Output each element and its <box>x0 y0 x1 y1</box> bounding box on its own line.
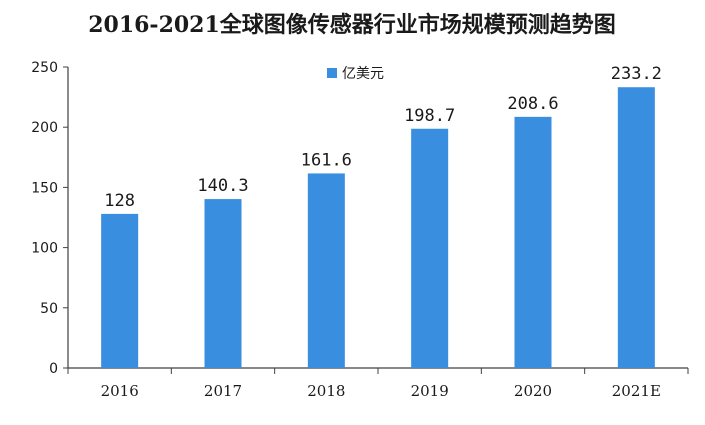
x-tick-label-2021E: 2021E <box>612 382 661 400</box>
x-axis-ticks: 2016 2017 2018 2019 2020 2021E <box>67 368 689 400</box>
bar-2016 <box>101 213 139 368</box>
data-label-2019: 198.7 <box>404 106 455 126</box>
y-tick-label: 150 <box>31 180 58 196</box>
bars <box>101 87 655 368</box>
bar-2018 <box>307 173 345 368</box>
data-label-2016: 128 <box>104 191 135 211</box>
y-tick-label: 100 <box>31 241 58 257</box>
legend: 亿美元 <box>327 66 384 82</box>
x-tick-label-2019: 2019 <box>411 382 449 400</box>
data-label-2020: 208.6 <box>507 94 558 114</box>
chart-title: 2016-2021全球图像传感器行业市场规模预测趋势图 <box>88 12 616 38</box>
y-tick-label: 50 <box>40 301 58 317</box>
y-axis-ticks: 0 50 100 150 200 250 <box>31 60 68 377</box>
y-tick-label: 200 <box>31 120 58 136</box>
y-tick-label: 0 <box>49 361 58 377</box>
x-tick-label-2016: 2016 <box>101 382 139 400</box>
data-labels: 128 140.3 161.6 198.7 208.6 233.2 <box>104 64 662 211</box>
bar-2019 <box>411 128 449 368</box>
x-tick-label-2017: 2017 <box>204 382 242 400</box>
bar-2017 <box>204 199 242 368</box>
legend-swatch <box>327 68 337 78</box>
y-tick-label: 250 <box>31 60 58 76</box>
x-tick-label-2020: 2020 <box>514 382 552 400</box>
data-label-2017: 140.3 <box>197 176 248 196</box>
data-label-2021E: 233.2 <box>611 64 662 84</box>
bar-2020 <box>514 116 552 368</box>
data-label-2018: 161.6 <box>301 150 352 170</box>
bar-2021E <box>617 87 655 368</box>
x-tick-label-2018: 2018 <box>307 382 345 400</box>
legend-label: 亿美元 <box>342 66 384 82</box>
